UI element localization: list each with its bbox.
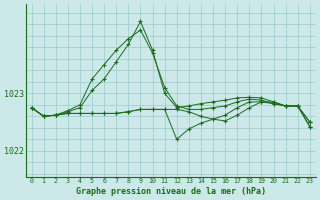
X-axis label: Graphe pression niveau de la mer (hPa): Graphe pression niveau de la mer (hPa) [76,187,266,196]
